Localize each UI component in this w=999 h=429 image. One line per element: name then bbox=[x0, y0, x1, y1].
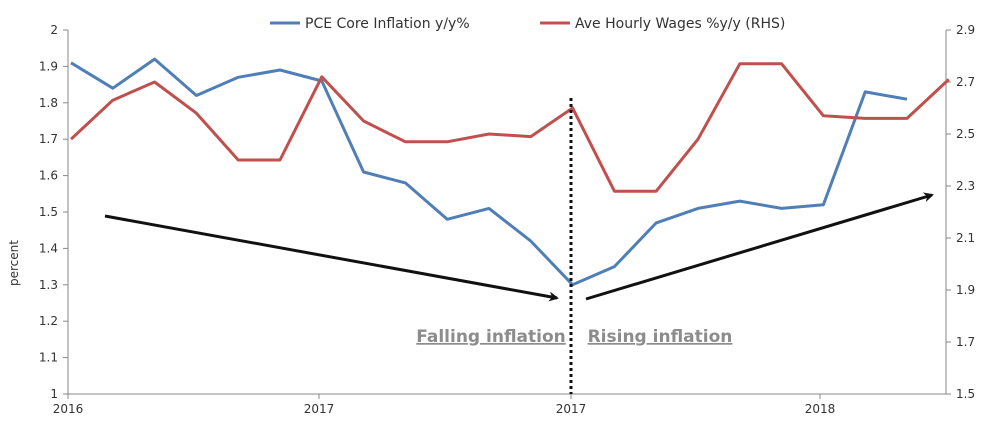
x-tick-label: 2017 bbox=[304, 402, 335, 416]
x-tick-label: 2018 bbox=[805, 402, 836, 416]
x-tick-label: 2017 bbox=[556, 402, 587, 416]
y2-tick-label: 1.5 bbox=[956, 387, 975, 401]
axes bbox=[63, 29, 951, 399]
y2-tick-label: 2.9 bbox=[956, 23, 975, 37]
rising-trend-arrow bbox=[585, 192, 934, 301]
falling-trend-arrow bbox=[104, 214, 559, 302]
y-tick-label: 1.8 bbox=[39, 96, 58, 110]
y-tick-label: 1.4 bbox=[39, 241, 58, 255]
series-layer bbox=[69, 57, 950, 287]
y-tick-label: 1.9 bbox=[39, 59, 58, 73]
y-tick-label: 1.5 bbox=[39, 205, 58, 219]
legend-label-wages: Ave Hourly Wages %y/y (RHS) bbox=[575, 16, 785, 32]
y2-tick-label: 1.7 bbox=[956, 335, 975, 349]
y2-tick-label: 1.9 bbox=[956, 283, 975, 297]
y2-tick-label: 2.3 bbox=[956, 179, 975, 193]
y2-tick-label: 2.7 bbox=[956, 75, 975, 89]
y-tick-label: 1.6 bbox=[39, 169, 58, 183]
tick-labels: 1 1.1 1.2 1.3 1.4 1.5 1.6 1.7 1.8 1.9 2 1.5 1.7 1.9 2.… bbox=[39, 23, 975, 416]
y-tick-label: 2 bbox=[50, 23, 58, 37]
rising-inflation-label: Rising inflation bbox=[588, 327, 733, 347]
pce-core-inflation-line bbox=[70, 57, 908, 287]
y-tick-label: 1 bbox=[50, 387, 58, 401]
y-tick-label: 1.2 bbox=[39, 314, 58, 328]
y2-tick-label: 2.1 bbox=[956, 231, 975, 245]
falling-inflation-label: Falling inflation bbox=[416, 327, 566, 347]
legend: PCE Core Inflation y/y% Ave Hourly Wages … bbox=[270, 16, 785, 32]
annotation-layer bbox=[104, 98, 934, 394]
y2-tick-label: 2.5 bbox=[956, 127, 975, 141]
legend-label-pce: PCE Core Inflation y/y% bbox=[305, 16, 470, 32]
x-tick-label: 2016 bbox=[53, 402, 84, 416]
y-tick-label: 1.3 bbox=[39, 278, 58, 292]
hourly-wages-line bbox=[69, 62, 950, 193]
y-tick-label: 1.7 bbox=[39, 132, 58, 146]
y-tick-label: 1.1 bbox=[39, 351, 58, 365]
y-axis-label: percent bbox=[7, 240, 21, 286]
